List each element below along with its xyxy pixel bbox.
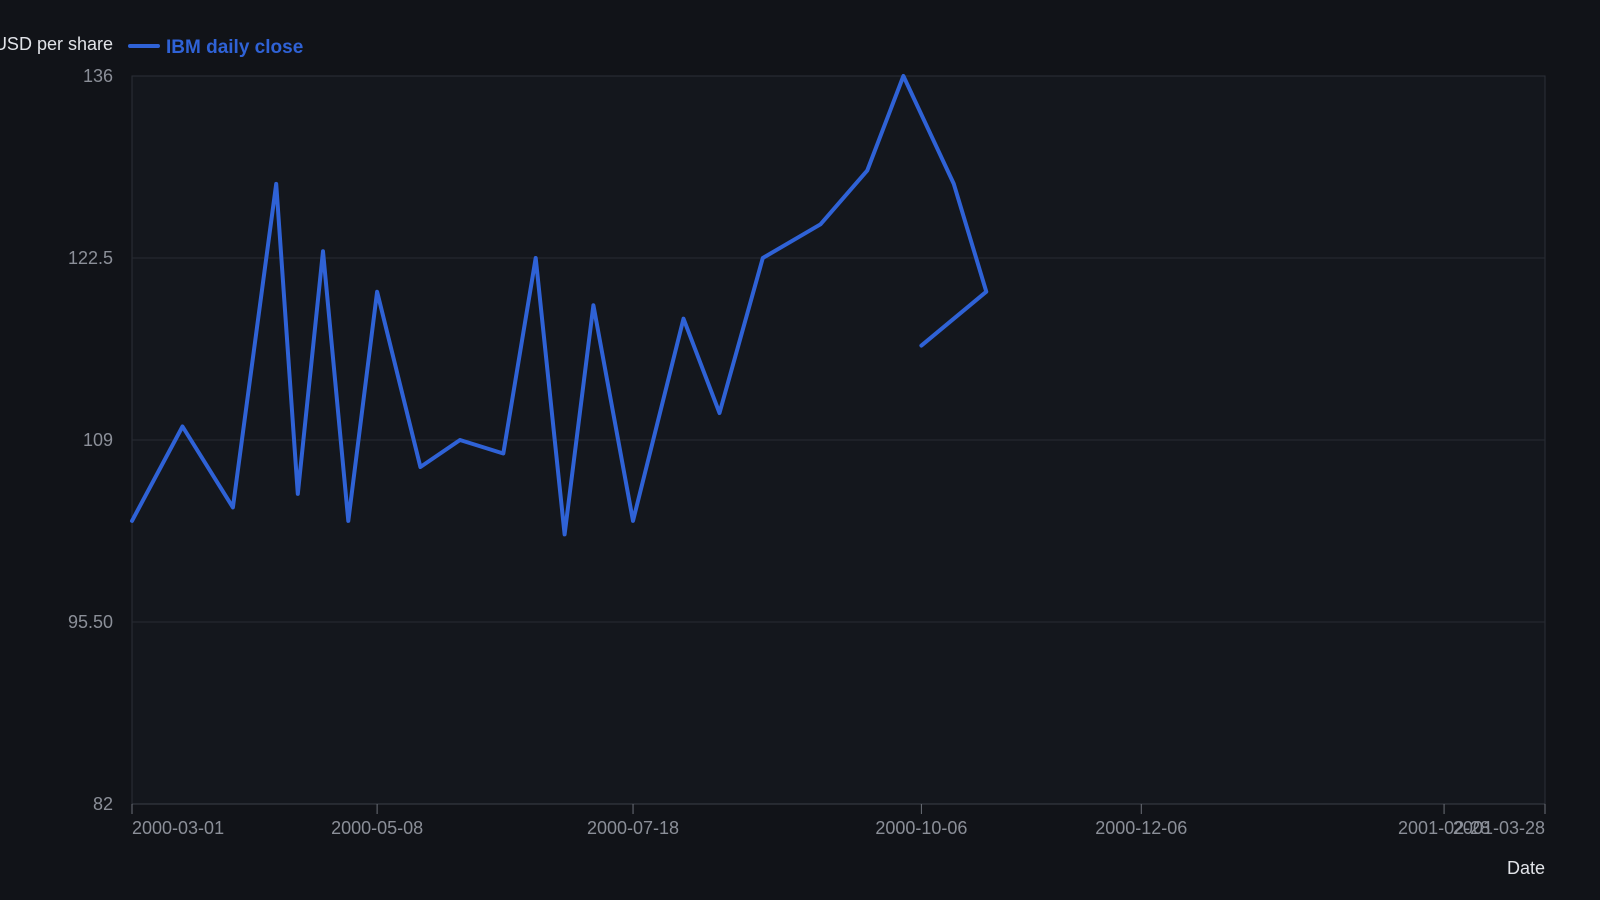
x-tick-label: 2000-10-06 bbox=[875, 818, 967, 838]
x-tick-label: 2001-02-28 bbox=[1398, 818, 1490, 838]
x-tick-label: 2000-12-06 bbox=[1095, 818, 1187, 838]
x-tick-label: 2001-03-28 bbox=[1453, 818, 1545, 838]
x-tick-label: 2000-05-08 bbox=[331, 818, 423, 838]
x-tick-label: 2000-07-18 bbox=[587, 818, 679, 838]
y-tick-label: 136 bbox=[83, 66, 113, 86]
legend-label: IBM daily close bbox=[166, 37, 303, 58]
y-axis-title: USD per share bbox=[0, 34, 113, 54]
x-tick-label: 2000-03-01 bbox=[132, 818, 224, 838]
axes: 82 95.50 109 122.5 136 2000-03-01 2000-05-08 20… bbox=[68, 66, 1546, 838]
y-tick-label: 95.50 bbox=[68, 612, 113, 632]
series-line bbox=[130, 74, 989, 537]
legend: IBM daily close bbox=[128, 37, 303, 58]
y-tick-label: 82 bbox=[93, 794, 113, 814]
grid bbox=[131, 75, 1546, 805]
x-axis-title: Date bbox=[1507, 858, 1545, 878]
y-tick-label: 109 bbox=[83, 430, 113, 450]
series-layer bbox=[130, 74, 989, 537]
y-tick-label: 122.5 bbox=[68, 248, 113, 268]
